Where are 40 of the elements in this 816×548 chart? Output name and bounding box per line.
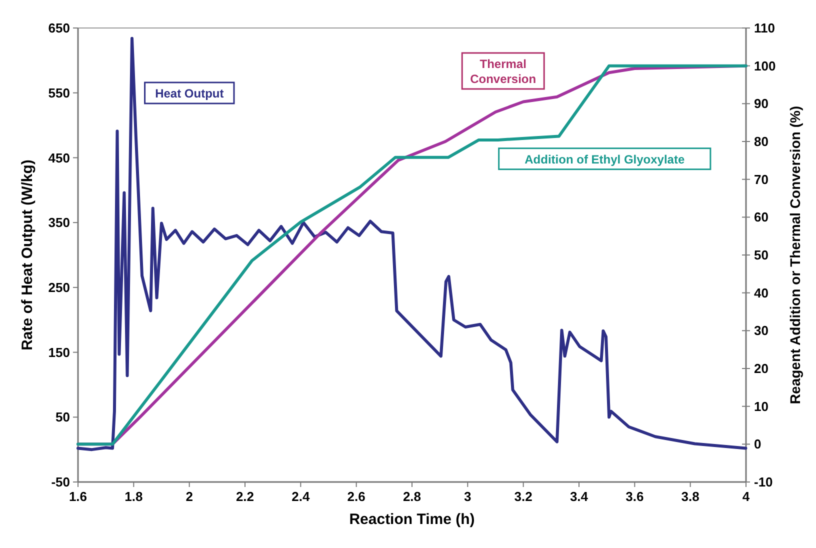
y2-axis-title: Reagent Addition or Thermal Conversion (%) — [787, 106, 803, 404]
y-tick-label: -50 — [51, 474, 70, 490]
y-tick-label: 450 — [48, 150, 70, 166]
x-tick-label: 3.2 — [514, 489, 532, 504]
y2-tick-label: 110 — [754, 20, 775, 36]
x-tick-label: 2.4 — [292, 489, 310, 504]
y2-tick-label: 50 — [754, 248, 768, 263]
y-tick-label: 550 — [48, 85, 70, 100]
x-tick-label: 2.6 — [347, 489, 366, 504]
x-tick-label: 4 — [742, 489, 750, 504]
y-tick-label: 350 — [48, 215, 70, 230]
y-tick-label: 50 — [56, 410, 70, 425]
y2-tick-label: 40 — [754, 285, 768, 300]
x-tick-label: 3.6 — [626, 489, 644, 504]
x-tick-label: 2.2 — [236, 489, 254, 504]
y2-tick-label: -10 — [754, 474, 773, 490]
y2-tick-label: 10 — [754, 398, 768, 414]
y2-tick-label: 60 — [754, 210, 768, 225]
y2-tick-label: 80 — [754, 134, 768, 150]
series-label: Thermal Conversion — [470, 56, 536, 86]
y-tick-label: 650 — [48, 20, 70, 36]
x-tick-label: 1.6 — [68, 489, 88, 504]
x-tick-label: 1.8 — [124, 489, 143, 504]
series-label: Addition of Ethyl Glyoxylate — [524, 152, 685, 166]
x-axis-title: Reaction Time (h) — [349, 511, 475, 528]
x-tick-label: 2.8 — [402, 489, 422, 504]
y2-tick-label: 20 — [754, 361, 768, 376]
y-axis-title: Rate of Heat Output (W/kg) — [19, 160, 36, 350]
x-tick-label: 3.4 — [570, 489, 589, 504]
y2-tick-label: 30 — [754, 323, 768, 338]
y2-tick-label: 100 — [754, 58, 776, 74]
x-tick-label: 3.8 — [681, 489, 700, 504]
y2-tick-label: 70 — [754, 172, 768, 187]
y-tick-label: 250 — [48, 280, 70, 295]
y2-tick-label: 0 — [754, 436, 762, 452]
x-tick-label: 2 — [186, 489, 193, 504]
y2-tick-label: 90 — [754, 96, 768, 112]
series-label: Heat Output — [155, 86, 224, 100]
x-tick-label: 3 — [464, 489, 472, 504]
y-tick-label: 150 — [48, 344, 70, 360]
